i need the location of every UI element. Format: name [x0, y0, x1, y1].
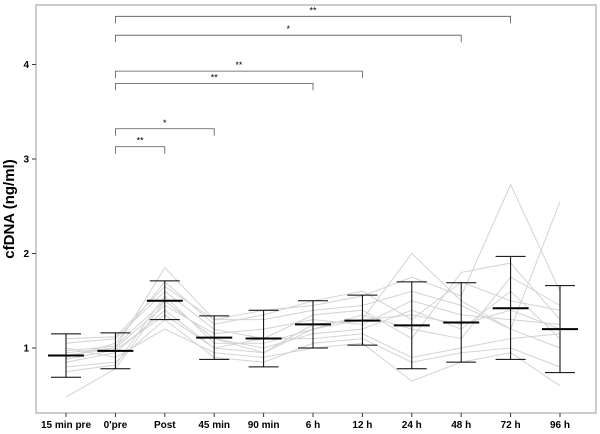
significance-label-5: *	[287, 24, 291, 34]
individual-lines	[65, 183, 561, 398]
significance-label-4: **	[235, 60, 243, 70]
y-tick-label-4: 4	[23, 60, 29, 71]
significance-label-6: **	[309, 5, 317, 15]
significance-brackets: **********	[115, 5, 511, 154]
x-tick-label-4: 45 min	[198, 420, 230, 431]
x-tick-label-9: 48 h	[451, 420, 471, 431]
x-tick-label-1: 15 min pre	[41, 420, 91, 431]
x-tick-label-8: 24 h	[402, 420, 422, 431]
y-axis: 1 2 3 4	[23, 60, 36, 355]
significance-label-2: *	[163, 118, 167, 128]
significance-bracket-2	[115, 128, 215, 136]
x-tick-label-2: 0'pre	[104, 420, 128, 431]
x-tick-label-10: 72 h	[501, 420, 521, 431]
significance-bracket-1	[115, 146, 166, 154]
significance-label-1: **	[137, 136, 145, 146]
y-tick-label-3: 3	[23, 155, 29, 166]
significance-bracket-3	[115, 83, 314, 91]
significance-label-3: **	[211, 72, 219, 82]
x-tick-label-3: Post	[154, 420, 176, 431]
plot-panel-border	[35, 4, 597, 414]
x-axis: 15 min pre 0'pre Post 45 min 90 min 6 h 12 h 24…	[41, 413, 570, 431]
y-tick-label-2: 2	[23, 249, 29, 260]
y-axis-label: cfDNA (ng/ml)	[1, 159, 18, 258]
x-tick-label-6: 6 h	[306, 420, 320, 431]
significance-bracket-6	[115, 15, 511, 24]
x-tick-label-7: 12 h	[352, 420, 372, 431]
summary-errorbars	[48, 255, 578, 378]
significance-bracket-5	[115, 34, 462, 43]
significance-bracket-4	[115, 70, 363, 79]
x-tick-label-5: 90 min	[248, 420, 280, 431]
x-tick-label-11: 96 h	[550, 420, 570, 431]
y-tick-label-1: 1	[23, 344, 29, 355]
